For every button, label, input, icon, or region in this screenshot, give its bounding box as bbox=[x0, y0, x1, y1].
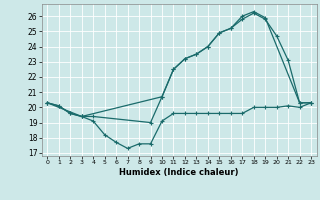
X-axis label: Humidex (Indice chaleur): Humidex (Indice chaleur) bbox=[119, 168, 239, 177]
